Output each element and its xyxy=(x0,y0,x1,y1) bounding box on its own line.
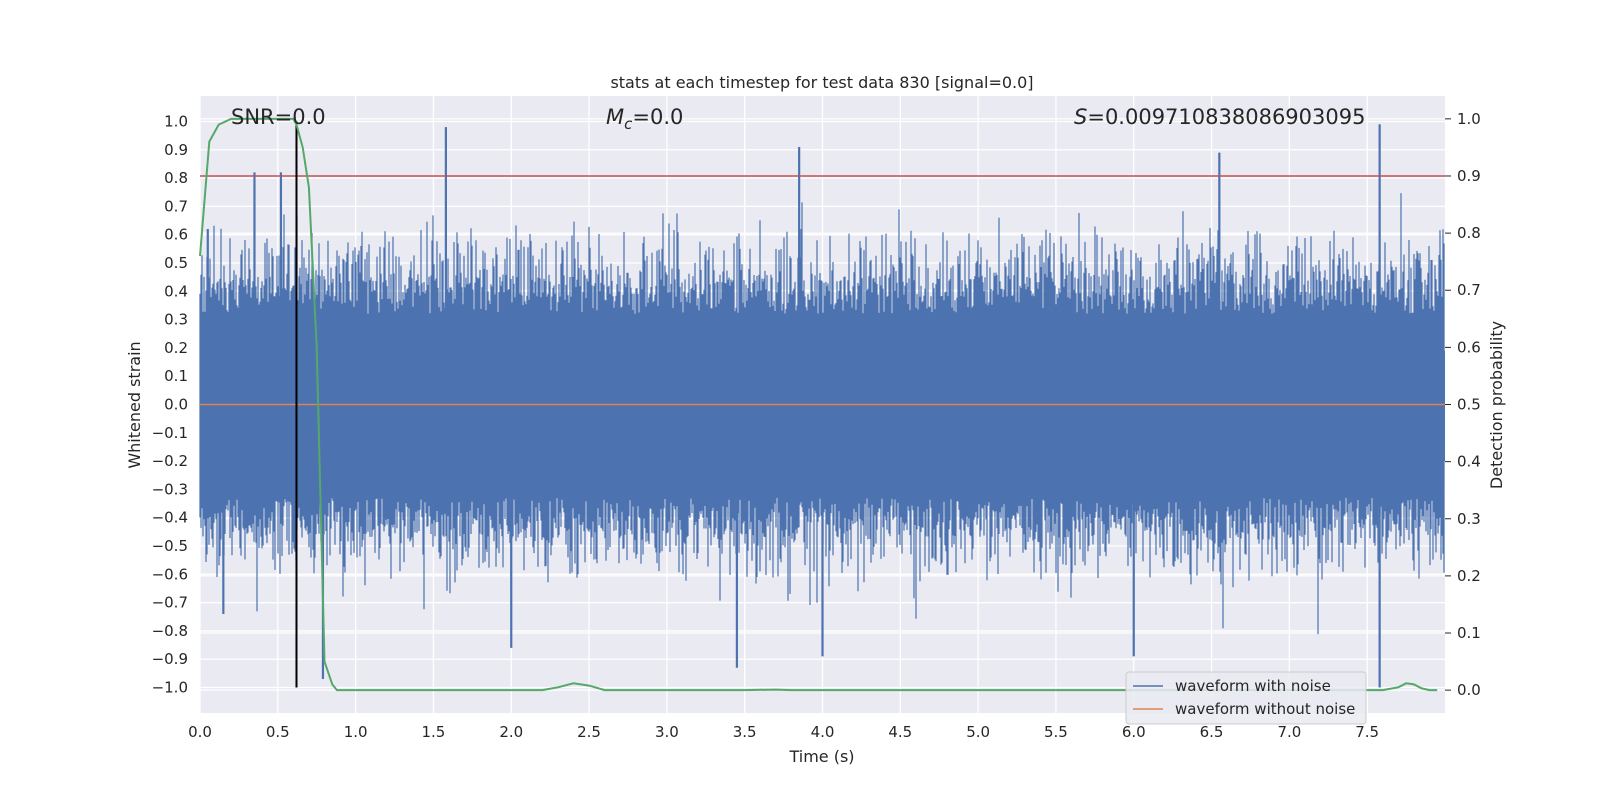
right-y-tick-label: 0.1 xyxy=(1457,624,1481,642)
x-tick-label: 2.0 xyxy=(499,723,523,741)
s-value: =0.009710838086903095 xyxy=(1087,105,1365,129)
right-y-tick-label: 0.3 xyxy=(1457,510,1481,528)
left-y-tick-label: 0.1 xyxy=(164,367,188,385)
left-y-tick-label: 0.5 xyxy=(164,254,188,272)
x-tick-label: 4.5 xyxy=(888,723,912,741)
x-tick-label: 0.5 xyxy=(266,723,290,741)
left-y-tick-label: −1.0 xyxy=(152,679,188,697)
left-y-tick-label: 0.0 xyxy=(164,396,188,414)
x-tick-label: 7.5 xyxy=(1355,723,1379,741)
x-axis-label: Time (s) xyxy=(788,747,854,766)
chart-title: stats at each timestep for test data 830… xyxy=(610,73,1033,92)
noise-peaks xyxy=(206,124,1381,688)
s-annotation: S=0.009710838086903095 xyxy=(1074,105,1365,129)
left-y-tick-label: 1.0 xyxy=(164,112,188,130)
left-y-tick-label: 0.3 xyxy=(164,311,188,329)
right-y-axis-label: Detection probability xyxy=(1487,321,1506,489)
x-tick-label: 5.5 xyxy=(1044,723,1068,741)
snr-annotation: SNR=0.0 xyxy=(231,105,326,129)
legend-clean-label: waveform without noise xyxy=(1175,700,1355,718)
legend-box xyxy=(1125,671,1367,725)
x-tick-label: 4.0 xyxy=(811,723,835,741)
left-y-tick-label: −0.9 xyxy=(152,650,188,668)
mc-value: =0.0 xyxy=(632,105,683,129)
left-y-tick-label: −0.4 xyxy=(152,509,188,527)
detection-probability-line xyxy=(199,117,1438,692)
x-tick-label: 6.5 xyxy=(1200,723,1224,741)
legend-noise-label: waveform with noise xyxy=(1175,677,1331,695)
s-symbol: S xyxy=(1074,105,1087,129)
left-y-tick-label: −0.3 xyxy=(152,480,188,498)
left-y-tick-label: 0.7 xyxy=(164,197,188,215)
x-tick-label: 5.0 xyxy=(966,723,990,741)
left-y-tick-label: −0.6 xyxy=(152,565,188,583)
left-y-tick-label: 0.6 xyxy=(164,226,188,244)
x-tick-label: 0.0 xyxy=(188,723,212,741)
left-y-tick-label: 0.2 xyxy=(164,339,188,357)
right-y-tick-label: 0.4 xyxy=(1457,453,1481,471)
legend: waveform with noise waveform without noi… xyxy=(1125,671,1367,725)
right-y-tick-label: 1.0 xyxy=(1457,110,1481,128)
x-tick-label: 3.5 xyxy=(733,723,757,741)
left-y-tick-label: 0.9 xyxy=(164,141,188,159)
x-tick-labels: 0.0 0.5 1.0 1.5 2.0 2.5 3.0 3.5 4.0 4.5 5.0 5.5 6.0 6… xyxy=(188,723,1379,741)
x-tick-label: 1.5 xyxy=(422,723,446,741)
mc-symbol: M xyxy=(606,105,624,129)
x-tick-label: 6.0 xyxy=(1122,723,1146,741)
x-tick-label: 1.0 xyxy=(344,723,368,741)
left-y-tick-label: 0.8 xyxy=(164,169,188,187)
right-y-tick-labels: 1.0 0.9 0.8 0.7 0.6 0.5 0.4 0.3 0.2 0.1 0.0 xyxy=(1445,110,1481,699)
x-tick-label: 7.0 xyxy=(1277,723,1301,741)
right-y-tick-label: 0.2 xyxy=(1457,567,1481,585)
left-y-tick-label: 0.4 xyxy=(164,282,188,300)
x-tick-label: 2.5 xyxy=(577,723,601,741)
left-y-tick-labels: 1.0 0.9 0.8 0.7 0.6 0.5 0.4 0.3 0.2 0.1 0.0 −0.1 −0.… xyxy=(152,112,188,696)
right-y-tick-label: 0.0 xyxy=(1457,681,1481,699)
right-y-tick-label: 0.9 xyxy=(1457,167,1481,185)
left-y-tick-label: −0.5 xyxy=(152,537,188,555)
right-y-tick-label: 0.6 xyxy=(1457,338,1481,356)
right-y-tick-label: 0.8 xyxy=(1457,224,1481,242)
right-y-tick-label: 0.7 xyxy=(1457,281,1481,299)
x-tick-label: 3.0 xyxy=(655,723,679,741)
left-y-tick-label: −0.7 xyxy=(152,594,188,612)
left-y-tick-label: −0.1 xyxy=(152,424,188,442)
left-y-tick-label: −0.2 xyxy=(152,452,188,470)
right-y-tick-label: 0.5 xyxy=(1457,396,1481,414)
mc-subscript: c xyxy=(624,115,633,133)
left-y-axis-label: Whitened strain xyxy=(125,341,144,468)
chirp-mass-annotation: Mc=0.0 xyxy=(606,105,683,133)
left-y-tick-label: −0.8 xyxy=(152,622,188,640)
